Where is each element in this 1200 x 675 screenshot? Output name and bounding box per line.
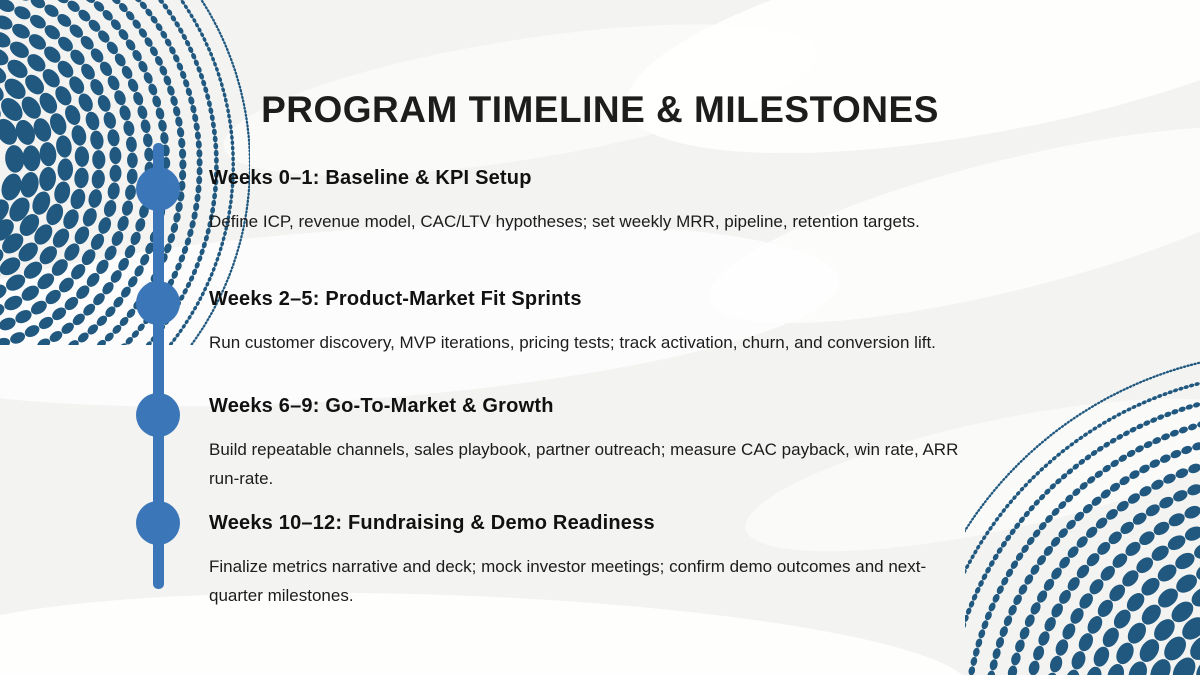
- milestone-heading: Weeks 10–12: Fundraising & Demo Readines…: [209, 512, 655, 534]
- milestone-item: Weeks 10–12: Fundraising & Demo Readines…: [209, 510, 1149, 610]
- milestone-heading: Weeks 2–5: Product-Market Fit Sprints: [209, 288, 582, 310]
- milestone-description: Define ICP, revenue model, CAC/LTV hypot…: [209, 212, 920, 231]
- timeline-node-1: [136, 167, 180, 211]
- timeline-node-3: [136, 393, 180, 437]
- milestone-item: Weeks 6–9: Go-To-Market & Growth Build r…: [209, 393, 1149, 493]
- milestone-description: Build repeatable channels, sales playboo…: [209, 440, 959, 488]
- milestone-description: Run customer discovery, MVP iterations, …: [209, 333, 936, 352]
- milestone-item: Weeks 0–1: Baseline & KPI Setup Define I…: [209, 165, 1149, 236]
- timeline-line: [153, 143, 164, 589]
- milestone-heading: Weeks 6–9: Go-To-Market & Growth: [209, 395, 554, 417]
- slide-title: PROGRAM TIMELINE & MILESTONES: [261, 88, 939, 130]
- milestone-description: Finalize metrics narrative and deck; moc…: [209, 557, 927, 605]
- timeline-node-4: [136, 501, 180, 545]
- timeline-node-2: [136, 281, 180, 325]
- milestone-heading: Weeks 0–1: Baseline & KPI Setup: [209, 167, 532, 189]
- milestone-item: Weeks 2–5: Product-Market Fit Sprints Ru…: [209, 286, 1149, 357]
